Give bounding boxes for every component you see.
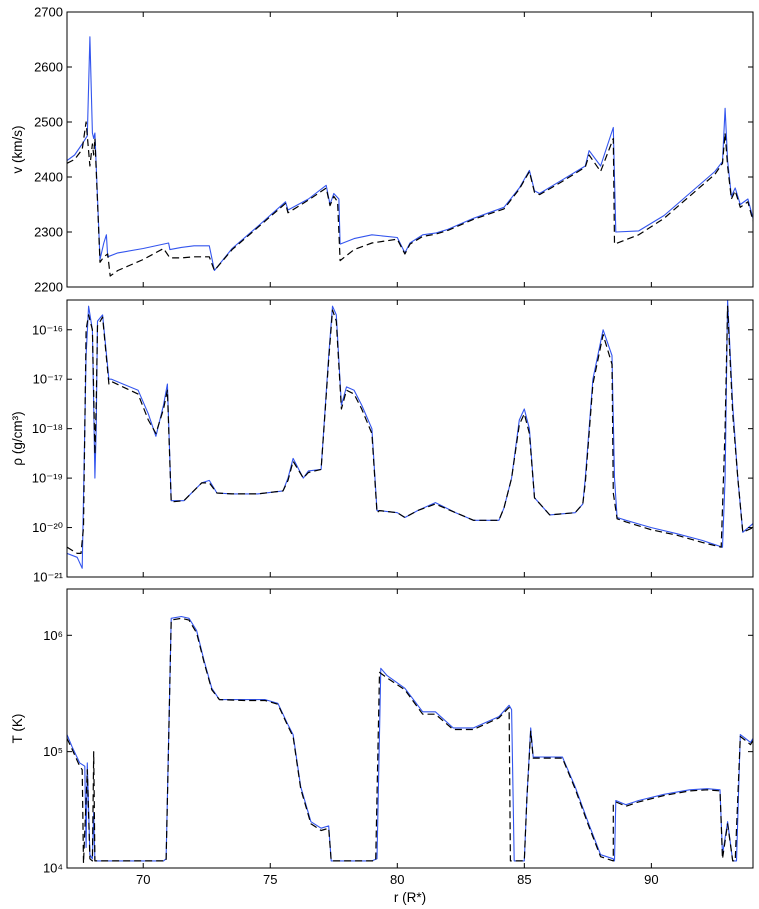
y-tick-label: 10⁴ — [43, 861, 63, 876]
x-axis-label: r (R*) — [394, 890, 426, 905]
series-group — [67, 300, 753, 569]
plot-frame — [66, 11, 754, 288]
series-dashed-line — [67, 121, 753, 277]
series-dashed-line — [67, 617, 753, 864]
series-group — [67, 615, 753, 864]
y-tick-label: 10⁻¹⁸ — [32, 421, 63, 436]
series-solid-line — [67, 36, 753, 272]
y-tick-label: 10⁻²¹ — [33, 570, 64, 585]
y-tick-label: 2600 — [34, 60, 63, 75]
x-tick-label: 80 — [390, 872, 404, 887]
density-panel: 10⁻²¹ 10⁻²⁰ 10⁻¹⁹ 10⁻¹⁸ 10⁻¹⁷ 10⁻¹⁶ ρ (g/cm³) — [10, 299, 754, 585]
series-solid-line — [67, 615, 753, 862]
y-tick-label: 2300 — [34, 225, 63, 240]
y-tick-label: 2200 — [34, 280, 63, 295]
x-tick-label: 85 — [517, 872, 531, 887]
x-tick-label: 90 — [644, 872, 658, 887]
x-tick-label: 70 — [136, 872, 150, 887]
y-axis-label: ρ (g/cm³) — [10, 411, 25, 465]
y-tick-label: 2500 — [34, 115, 63, 130]
y-axis-label: v (km/s) — [10, 126, 25, 174]
series-dashed-line — [67, 305, 753, 555]
plot-frame — [66, 299, 754, 578]
y-tick-label: 10⁻²⁰ — [32, 520, 63, 535]
series-solid-line — [67, 300, 753, 569]
plot-frame — [66, 588, 754, 869]
y-tick-label: 10⁻¹⁷ — [33, 372, 64, 387]
y-tick-label: 10⁶ — [43, 628, 63, 643]
y-tick-label: 10⁵ — [43, 744, 63, 759]
series-group — [67, 36, 753, 277]
y-tick-label: 10⁻¹⁶ — [32, 322, 63, 337]
y-tick-label: 2400 — [34, 170, 63, 185]
y-tick-label: 10⁻¹⁹ — [32, 471, 63, 486]
temperature-panel: 10⁴ 10⁵ 10⁶ 70 75 80 85 90 T (K) r (R*) — [10, 588, 754, 905]
y-tick-label: 2700 — [34, 5, 63, 20]
y-axis-label: T (K) — [10, 714, 25, 744]
velocity-panel: 2200 2300 2400 2500 2600 2700 v (km/s) — [10, 5, 754, 295]
x-tick-label: 75 — [263, 872, 277, 887]
